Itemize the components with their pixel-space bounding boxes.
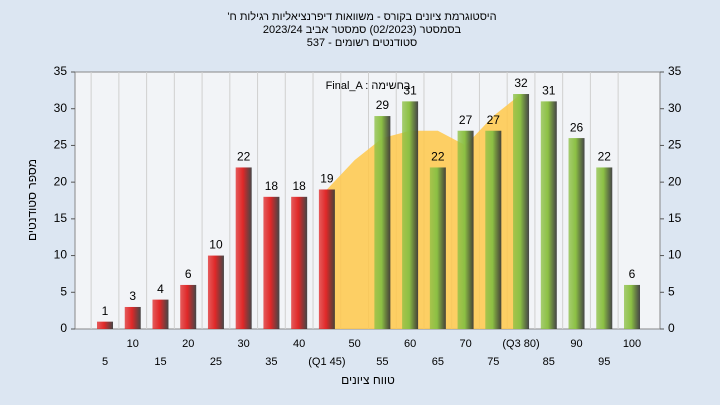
- value-label: 18: [265, 179, 279, 193]
- x-tick-label: 5: [102, 356, 108, 368]
- x-tick-label: 70: [459, 338, 471, 350]
- x-tick-label: 100: [623, 338, 641, 350]
- chart-subtitle: בסמסטר (02/2023) סמסטר אביב 2023/24: [263, 24, 462, 36]
- bar: [235, 167, 252, 329]
- y-tick-label: 0: [60, 321, 67, 335]
- value-label: 1: [102, 304, 109, 318]
- bar: [624, 284, 640, 329]
- y2-tick-label: 20: [668, 174, 682, 188]
- bar: [318, 189, 335, 329]
- value-label: 6: [185, 267, 192, 281]
- y-tick-label: 20: [54, 174, 68, 188]
- bar: [402, 101, 419, 329]
- value-label: 29: [376, 98, 390, 112]
- x-tick-label: 25: [210, 356, 222, 368]
- value-label: 26: [570, 120, 584, 134]
- value-label: 22: [598, 150, 612, 164]
- bar: [263, 196, 280, 329]
- y-tick-label: 35: [54, 64, 68, 78]
- x-tick-label: 10: [127, 338, 139, 350]
- x-tick-label: 60: [404, 338, 416, 350]
- x-axis-label: טווח ציונים: [341, 373, 395, 387]
- y2-tick-label: 15: [668, 211, 682, 225]
- x-tick-label: 20: [182, 338, 194, 350]
- bar: [568, 138, 585, 329]
- bar: [457, 130, 474, 329]
- value-label: 18: [292, 179, 306, 193]
- value-label: 6: [629, 267, 636, 281]
- x-tick-label: 50: [349, 338, 361, 350]
- value-label: 22: [431, 150, 445, 164]
- y2-tick-label: 35: [668, 64, 682, 78]
- value-label: 31: [403, 84, 417, 98]
- bar: [540, 101, 557, 329]
- x-tick-label: 85: [543, 356, 555, 368]
- chart-subtitle: סטודנטים רשומים - 537: [307, 37, 418, 49]
- bar: [97, 321, 113, 329]
- bar: [207, 255, 224, 329]
- x-tick-label: (Q3 80): [502, 338, 539, 350]
- x-tick-label: 30: [238, 338, 250, 350]
- x-tick-label: 65: [432, 356, 444, 368]
- bar: [124, 306, 141, 329]
- bar: [429, 167, 446, 329]
- bar: [152, 299, 169, 329]
- value-label: 10: [209, 238, 223, 252]
- y-tick-label: 25: [54, 138, 68, 152]
- x-tick-label: 90: [570, 338, 582, 350]
- x-tick-label: (Q1 45): [308, 356, 345, 368]
- x-tick-label: 40: [293, 338, 305, 350]
- value-label: 31: [542, 84, 556, 98]
- value-label: 27: [487, 113, 501, 127]
- bar: [374, 116, 391, 329]
- y-tick-label: 10: [54, 248, 68, 262]
- bar: [291, 196, 308, 329]
- y-axis-label: מספר סטודנטים: [25, 159, 39, 241]
- value-label: 19: [320, 172, 334, 186]
- bar: [513, 94, 530, 330]
- bar: [180, 284, 197, 329]
- bar: [485, 130, 502, 329]
- value-label: 4: [157, 282, 164, 296]
- x-tick-label: 35: [265, 356, 277, 368]
- y2-tick-label: 0: [668, 321, 675, 335]
- bar: [596, 167, 613, 329]
- value-label: 27: [459, 113, 473, 127]
- y2-tick-label: 10: [668, 248, 682, 262]
- value-label: 3: [129, 289, 136, 303]
- x-tick-label: 95: [598, 356, 610, 368]
- y2-tick-label: 25: [668, 138, 682, 152]
- chart-title: היסטוגרמת ציונים בקורס - משוואות דיפרנצי…: [227, 10, 496, 23]
- y-tick-label: 15: [54, 211, 68, 225]
- x-tick-label: 15: [154, 356, 166, 368]
- x-tick-label: 75: [487, 356, 499, 368]
- y2-tick-label: 30: [668, 101, 682, 115]
- y-tick-label: 5: [60, 284, 67, 298]
- y2-tick-label: 5: [668, 284, 675, 298]
- value-label: 22: [237, 150, 251, 164]
- x-tick-label: 55: [376, 356, 388, 368]
- y-tick-label: 30: [54, 101, 68, 115]
- value-label: 32: [514, 76, 528, 90]
